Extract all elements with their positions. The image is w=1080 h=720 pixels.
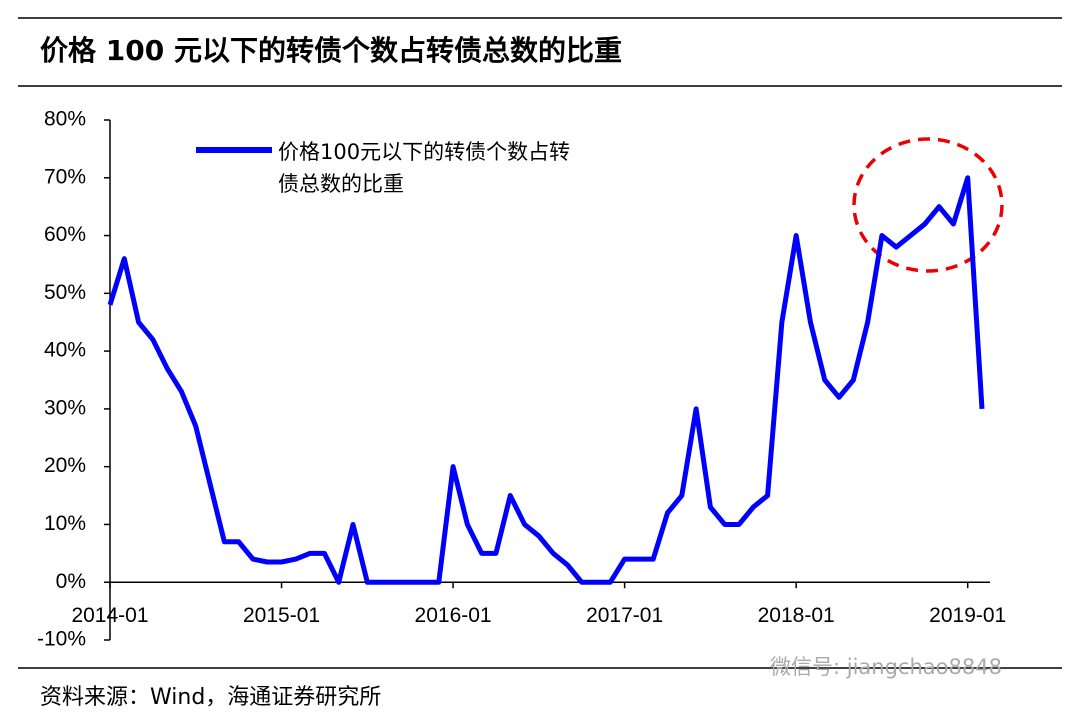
x-tick-label: 2017-01 bbox=[586, 604, 663, 627]
y-tick-label: 10% bbox=[44, 512, 86, 535]
y-tick-label: 40% bbox=[44, 339, 86, 362]
x-tick-label: 2019-01 bbox=[929, 604, 1006, 627]
x-tick-label: 2016-01 bbox=[415, 604, 492, 627]
y-tick-label: 60% bbox=[44, 223, 86, 246]
x-tick-label: 2014-01 bbox=[71, 604, 148, 627]
y-tick-label: 80% bbox=[44, 108, 86, 131]
source-note: 资料来源：Wind，海通证券研究所 bbox=[40, 685, 381, 710]
series-line bbox=[107, 175, 985, 585]
highlight-ellipse bbox=[852, 137, 1004, 273]
chart-title: 价格 100 元以下的转债个数占转债总数的比重 bbox=[40, 34, 622, 67]
y-tick-label: 70% bbox=[44, 165, 86, 188]
x-tick-label: 2018-01 bbox=[758, 604, 835, 627]
y-tick-label: -10% bbox=[37, 628, 86, 651]
x-tick-label: 2015-01 bbox=[243, 604, 320, 627]
watermark: 微信号: jiangchao8848 bbox=[770, 655, 1002, 679]
legend-label: 价格100元以下的转债个数占转债总数的比重 bbox=[278, 140, 571, 196]
y-tick-label: 20% bbox=[44, 454, 86, 477]
y-tick-label: 30% bbox=[44, 396, 86, 419]
y-tick-label: 0% bbox=[56, 570, 86, 593]
y-tick-label: 50% bbox=[44, 281, 86, 304]
